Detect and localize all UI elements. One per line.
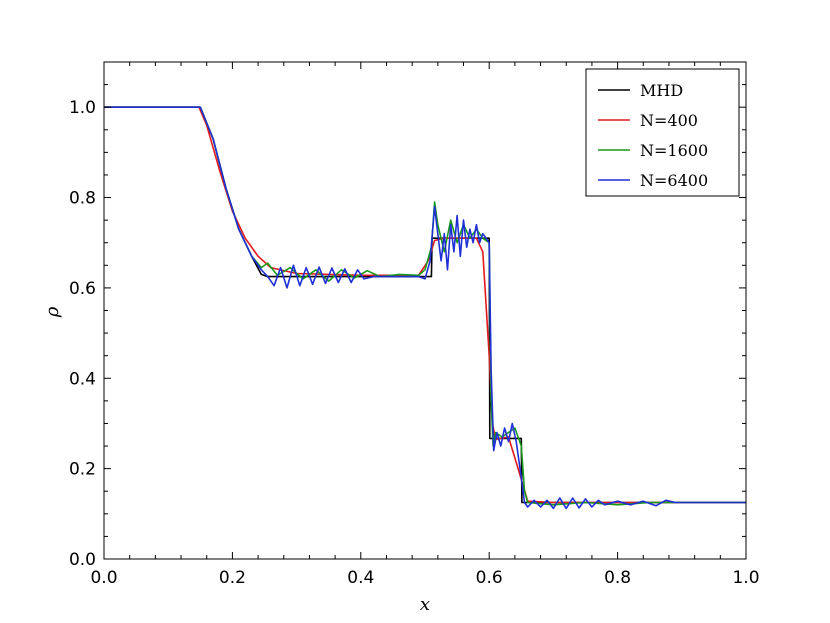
x-tick-label: 0.8 bbox=[604, 568, 631, 588]
legend-label-3: N=6400 bbox=[640, 171, 708, 190]
x-tick-label: 0.6 bbox=[476, 568, 503, 588]
series-layer bbox=[104, 106, 746, 510]
y-axis-label: ρ bbox=[42, 306, 63, 318]
y-tick-label: 0.8 bbox=[69, 189, 96, 209]
y-tick-label: 0.6 bbox=[69, 279, 96, 299]
x-tick-label: 1.0 bbox=[732, 568, 759, 588]
y-tick-label: 0.0 bbox=[69, 550, 96, 570]
ticks-layer: 0.0 0.2 0.4 0.6 0.8 1.0 0.0 0.2 0.4 0.6 0.8 1.0 bbox=[69, 61, 760, 588]
y-tick-label: 0.2 bbox=[69, 460, 96, 480]
series-line-3 bbox=[104, 106, 746, 510]
legend: MHD N=400 N=1600 N=6400 bbox=[585, 68, 740, 197]
series-line-2 bbox=[104, 106, 746, 506]
x-tick-label: 0.2 bbox=[219, 568, 246, 588]
legend-label-0: MHD bbox=[640, 81, 683, 100]
legend-label-2: N=1600 bbox=[640, 141, 708, 160]
x-tick-label: 0.4 bbox=[347, 568, 374, 588]
y-tick-label: 0.4 bbox=[69, 369, 96, 389]
x-axis-label: x bbox=[420, 594, 430, 615]
legend-label-1: N=400 bbox=[640, 111, 698, 130]
x-tick-label: 0.0 bbox=[90, 568, 117, 588]
y-tick-label: 1.0 bbox=[69, 98, 96, 118]
